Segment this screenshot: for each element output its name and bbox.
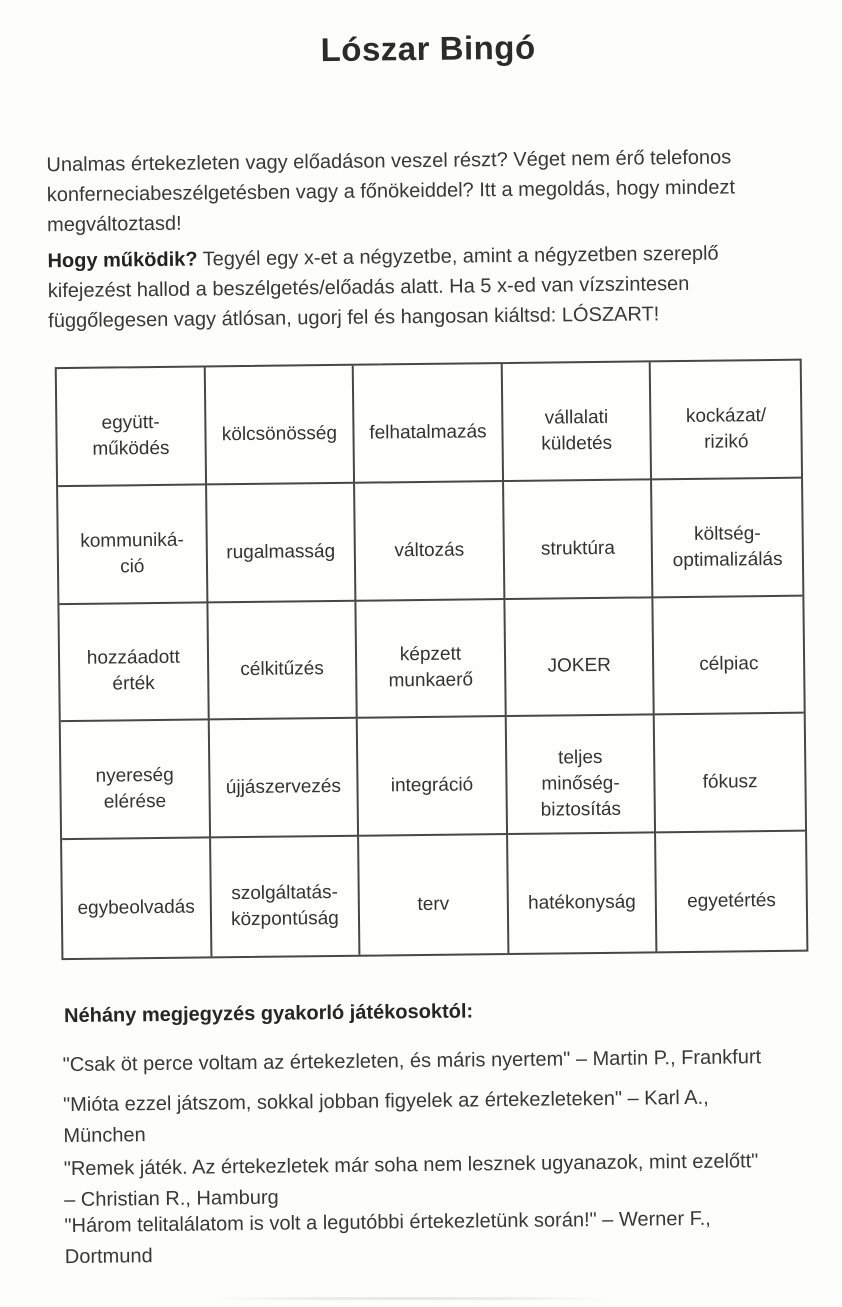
- how-it-works-paragraph: Hogy működik? Tegyél egy x-et a négyzetb…: [47, 238, 810, 337]
- bingo-cell-r1c4: vállalati küldetés: [502, 362, 653, 482]
- bingo-cell-r5c5: egyetértés: [687, 890, 777, 913]
- bingo-cell-r1c3: felhatalmazás: [353, 364, 504, 484]
- bingo-cell-r1c5: kockázat/ rizikó: [651, 360, 802, 481]
- bingo-cell-r4c1: nyereség elérése: [60, 720, 211, 841]
- bingo-cell-r3c2: célkitűzés: [208, 601, 358, 721]
- bingo-cell-r4c4: teljes minőség- biztosítás: [506, 715, 657, 836]
- scan-artifact: [210, 1297, 610, 1300]
- bingo-grid: együtt- működés kölcsönösség felhatalmaz…: [54, 358, 809, 961]
- bingo-cell-r3c3: képzett munkaerő: [356, 599, 507, 720]
- bingo-cell-r2c5: költség- optimalizálás: [652, 478, 803, 598]
- bingo-cell-r4c3: integráció: [357, 717, 508, 837]
- bingo-cell-r5c4: hatékonyság: [507, 833, 658, 954]
- page-title: Lószar Bingó: [320, 28, 536, 69]
- bingo-cell-r1c2: kölcsönösség: [205, 365, 356, 486]
- testimonial-quote: "Mióta ezzel játszom, sokkal jobban figy…: [62, 1086, 709, 1148]
- bingo-cell-r2c4: struktúra: [503, 480, 654, 600]
- bingo-cell-r3c1: hozzáadott érték: [59, 603, 210, 723]
- bingo-cell-r2c1: kommuniká- ció: [58, 485, 209, 605]
- bingo-cell-r4c5: fókusz: [655, 714, 806, 834]
- bingo-cell-r1c1: együtt- működés: [56, 367, 207, 487]
- bingo-cell-r2c3: változás: [355, 481, 506, 602]
- testimonial-quote: "Három telitalálatom is volt a legutóbbi…: [64, 1207, 711, 1269]
- intro-paragraph: Unalmas értekezleten vagy előadáson vesz…: [46, 146, 736, 237]
- bingo-cell-r5c1: egybeolvadás: [62, 838, 213, 959]
- bingo-cell-r3c5: célpiac: [653, 596, 804, 716]
- bingo-cell-r3c4-joker: JOKER: [505, 597, 656, 718]
- testimonials-heading: Néhány megjegyzés gyakorló játékosoktól:: [63, 1000, 474, 1028]
- testimonial-quote: "Csak öt perce voltam az értekezleten, é…: [62, 1046, 762, 1077]
- bingo-cell-r5c2: szolgáltatás- központúság: [210, 836, 361, 957]
- bingo-cell-r5c3: terv: [359, 835, 510, 955]
- bingo-cell-r4c2: újjászervezés: [209, 719, 360, 839]
- bingo-cell-r2c2: rugalmasság: [206, 483, 357, 604]
- how-it-works-label: Hogy működik?: [47, 248, 198, 273]
